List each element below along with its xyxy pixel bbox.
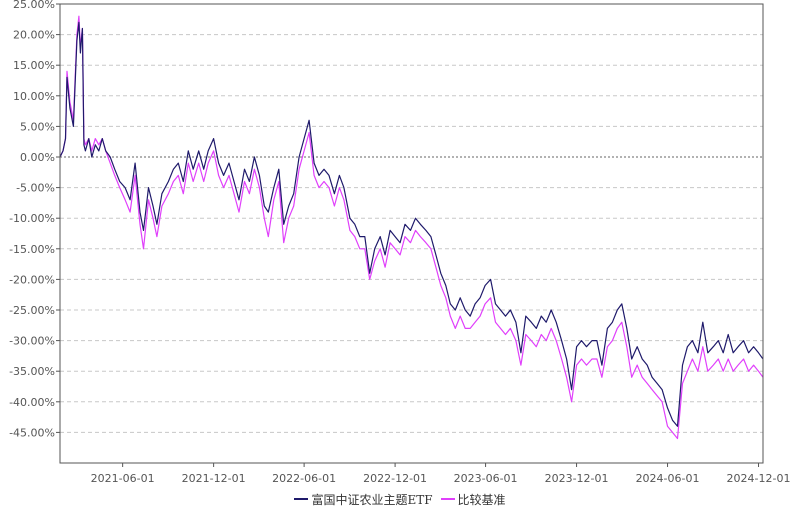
y-tick-label-14: -45.00% xyxy=(9,426,55,439)
legend-swatch-benchmark xyxy=(440,498,455,500)
y-axis-ticks: 25.00% 20.00% 15.00% 10.00% 5.00% 0.00% -5.00%… xyxy=(9,0,60,439)
legend-swatch-etf xyxy=(294,498,309,500)
series-line-benchmark xyxy=(59,15,764,440)
y-tick-label-2: 15.00% xyxy=(13,59,55,72)
legend-item-etf[interactable]: 富国中证农业主题ETF xyxy=(294,491,433,508)
y-tick-label-3: 10.00% xyxy=(13,90,55,103)
line-chart: 25.00% 20.00% 15.00% 10.00% 5.00% 0.00% -5.00%… xyxy=(9,0,791,485)
y-tick-label-1: 20.00% xyxy=(13,29,55,42)
legend-label-benchmark: 比较基准 xyxy=(457,492,506,507)
legend-item-benchmark[interactable]: 比较基准 xyxy=(440,491,506,508)
y-tick-label-0: 25.00% xyxy=(13,0,55,11)
y-tick-label-4: 5.00% xyxy=(20,120,55,133)
x-tick-label-6: 2024-06-01 xyxy=(636,472,700,485)
x-tick-label-1: 2021-12-01 xyxy=(182,472,246,485)
plot-frame xyxy=(59,3,764,464)
x-tick-label-7: 2024-12-01 xyxy=(727,472,791,485)
grid-lines xyxy=(60,3,763,433)
y-tick-label-13: -40.00% xyxy=(9,396,55,409)
x-tick-label-5: 2023-12-01 xyxy=(545,472,609,485)
legend: 富国中证农业主题ETF 比较基准 xyxy=(0,489,800,509)
x-tick-label-3: 2022-12-01 xyxy=(363,472,427,485)
y-tick-label-8: -15.00% xyxy=(9,243,55,256)
y-tick-label-10: -25.00% xyxy=(9,304,55,317)
y-tick-label-12: -35.00% xyxy=(9,365,55,378)
series-lines xyxy=(59,15,764,440)
y-tick-label-11: -30.00% xyxy=(9,335,55,348)
legend-label-etf: 富国中证农业主题ETF xyxy=(311,492,433,507)
y-tick-label-7: -10.00% xyxy=(9,212,55,225)
x-tick-label-0: 2021-06-01 xyxy=(91,472,155,485)
y-tick-label-6: -5.00% xyxy=(16,182,55,195)
x-tick-label-2: 2022-06-01 xyxy=(272,472,336,485)
series-line-etf xyxy=(59,21,764,427)
x-tick-label-4: 2023-06-01 xyxy=(454,472,518,485)
y-tick-label-5: 0.00% xyxy=(20,151,55,164)
y-tick-label-9: -20.00% xyxy=(9,273,55,286)
x-axis-ticks: 2021-06-01 2021-12-01 2022-06-01 2022-12-01… xyxy=(91,463,791,485)
